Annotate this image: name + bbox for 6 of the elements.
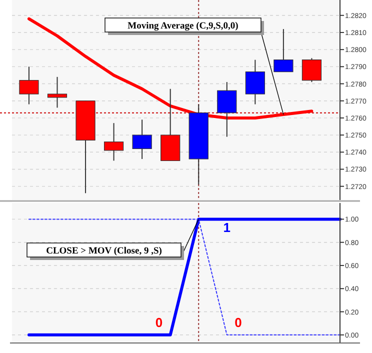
annotation: CLOSE > MOV (Close, 9 ,S) bbox=[46, 246, 162, 256]
callout-box: CLOSE > MOV (Close, 9 ,S) bbox=[26, 218, 199, 260]
annotation: 1 bbox=[223, 220, 231, 235]
annotation: 0 bbox=[234, 315, 242, 330]
annotation: Moving Average (C,9,S,0,0) bbox=[128, 22, 238, 32]
annotation: 0 bbox=[155, 315, 163, 330]
